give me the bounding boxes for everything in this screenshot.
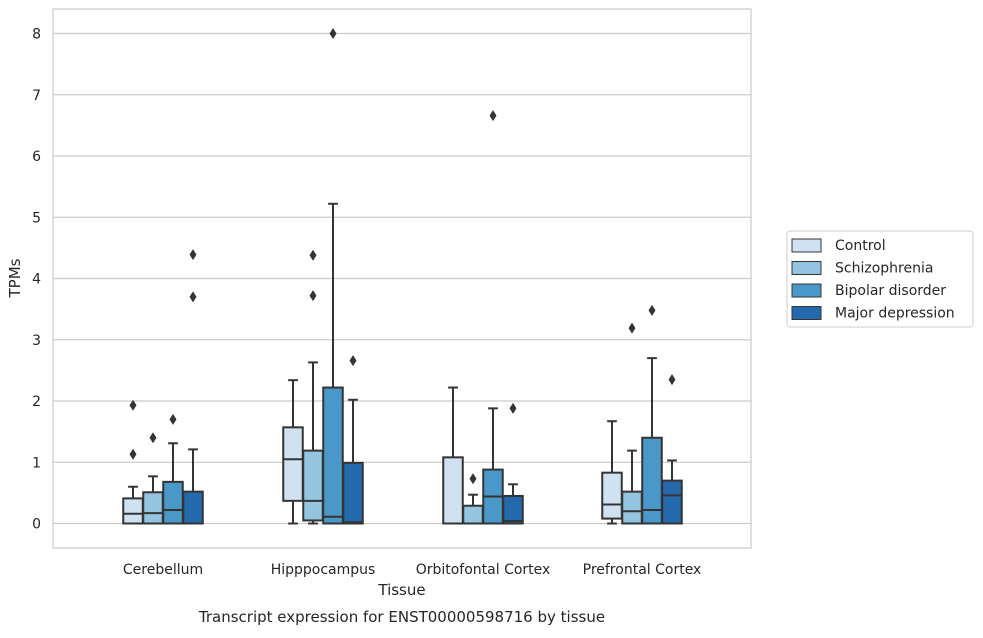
- box-body: [462, 504, 484, 525]
- box-groups: [122, 28, 683, 525]
- y-tick-label: 6: [32, 149, 41, 165]
- flier-point: [509, 402, 517, 414]
- legend-swatch: [791, 283, 822, 298]
- box-1-3: [342, 355, 364, 525]
- flier-point: [189, 249, 197, 261]
- flier-point: [349, 355, 357, 367]
- box-2-0: [442, 386, 464, 525]
- x-tick-label: Orbitofontal Cortex: [416, 562, 551, 578]
- flier-point: [668, 374, 676, 386]
- legend-label: Bipolar disorder: [835, 283, 946, 299]
- box-2-2: [482, 110, 504, 525]
- chart-caption: Transcript expression for ENST0000059871…: [198, 608, 605, 626]
- box-0-2: [162, 413, 184, 525]
- box-2-1: [462, 473, 484, 525]
- box-body: [621, 490, 643, 525]
- flier-point: [489, 110, 497, 122]
- flier-point: [129, 448, 137, 460]
- box-0-3: [182, 249, 204, 525]
- flier-point: [169, 413, 177, 425]
- flier-point: [189, 291, 197, 303]
- box-3-0: [601, 420, 623, 525]
- box-body: [302, 449, 324, 522]
- box-body: [162, 480, 184, 525]
- y-tick-label: 5: [32, 210, 41, 226]
- y-tick-label: 4: [32, 272, 41, 288]
- flier-point: [309, 249, 317, 261]
- box-body: [142, 491, 164, 525]
- y-tick-label: 8: [32, 27, 41, 43]
- box-body: [122, 497, 144, 525]
- legend-swatch: [791, 261, 822, 275]
- legend-label: Major depression: [835, 306, 955, 322]
- flier-point: [129, 399, 137, 411]
- y-axis-label: TPMs: [6, 258, 24, 298]
- legend-label: Schizophrenia: [835, 261, 933, 277]
- box-body: [342, 461, 364, 525]
- x-tick-label: Cerebellum: [123, 562, 203, 578]
- box-body: [322, 386, 344, 525]
- y-tick-label: 0: [32, 517, 41, 533]
- box-1-2: [322, 28, 344, 525]
- box-body: [661, 479, 683, 525]
- y-tick-label: 1: [32, 455, 41, 471]
- box-0-0: [122, 399, 144, 525]
- box-1-0: [282, 379, 304, 525]
- plot-frame: [52, 8, 752, 549]
- y-tick-label: 7: [32, 88, 41, 104]
- y-tick-label: 3: [32, 333, 41, 349]
- legend-swatch: [791, 238, 822, 253]
- flier-point: [149, 432, 157, 444]
- flier-point: [469, 473, 477, 485]
- flier-point: [628, 322, 636, 334]
- y-tick-labels: 0 1 2 3 4 5 6 7 8: [32, 27, 41, 533]
- x-tick-labels: Cerebellum Hipppocampus Orbitofontal Corte…: [123, 562, 701, 578]
- box-body: [282, 426, 304, 502]
- x-tick-label: Hipppocampus: [271, 562, 376, 578]
- flier-point: [648, 304, 656, 316]
- box-body: [182, 490, 204, 525]
- box-body: [442, 456, 464, 525]
- flier-point: [329, 28, 337, 39]
- box-body: [502, 494, 524, 525]
- x-tick-label: Prefrontal Cortex: [583, 562, 702, 578]
- legend-frame: [786, 230, 974, 328]
- flier-point: [309, 290, 317, 302]
- x-axis-label: Tissue: [377, 581, 425, 599]
- box-3-2: [641, 304, 663, 525]
- box-3-3: [661, 374, 683, 525]
- box-2-3: [502, 402, 524, 525]
- legend-swatch: [791, 306, 822, 320]
- legend-label: Control: [835, 238, 886, 254]
- box-body: [601, 471, 623, 520]
- legend: Control Schizophrenia Bipolar disorder Majo…: [786, 230, 974, 328]
- y-tick-label: 2: [32, 394, 41, 410]
